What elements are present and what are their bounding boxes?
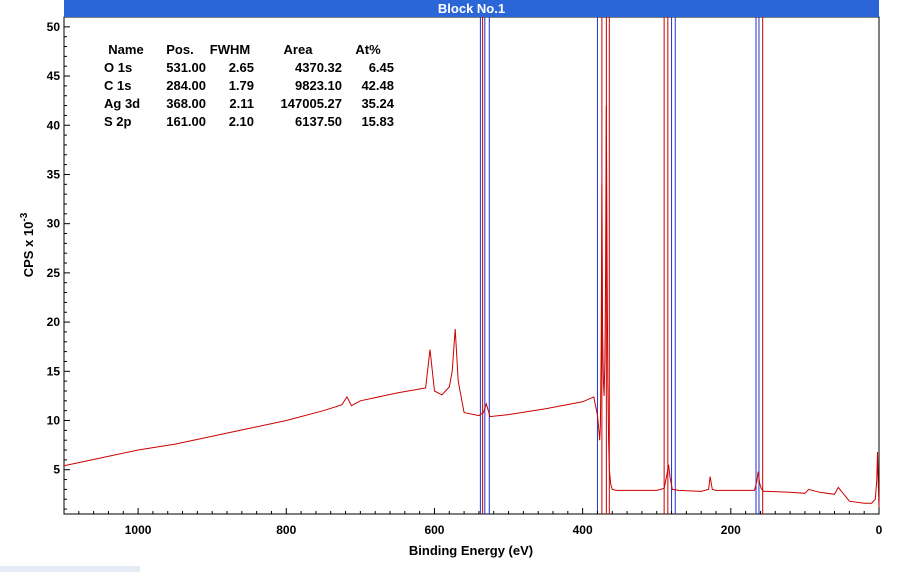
x-tick-label: 200: [721, 523, 741, 537]
cell-area: 4370.32: [295, 60, 342, 75]
cell-at: 42.48: [361, 78, 394, 93]
cell-fwhm: 1.79: [228, 78, 254, 93]
x-axis-title: Binding Energy (eV): [409, 543, 533, 558]
cell-fwhm: 2.65: [228, 60, 254, 75]
cell-pos: 161.00: [166, 114, 206, 129]
cell-pos: 284.00: [166, 78, 206, 93]
y-tick-label: 30: [47, 217, 61, 231]
cell-at: 35.24: [361, 96, 394, 111]
header-name: Name: [108, 42, 144, 57]
y-tick-label: 50: [47, 20, 61, 34]
y-tick-label: 45: [47, 69, 61, 83]
y-axis-title-base: CPS x 10: [21, 222, 36, 278]
y-tick-label: 10: [47, 414, 61, 428]
cell-name: S 2p: [104, 114, 132, 129]
cell-name: Ag 3d: [104, 96, 141, 111]
y-tick-label: 35: [47, 167, 61, 181]
quantification-table: Name Pos. FWHM Area At% O 1s 531.00 2.65…: [98, 41, 394, 131]
header-fwhm: FWHM: [209, 42, 251, 57]
cell-area: 6137.50: [295, 114, 342, 129]
cell-at: 15.83: [361, 114, 394, 129]
cell-at: 6.45: [368, 60, 394, 75]
plot-frame: [63, 16, 880, 515]
cell-pos: 531.00: [166, 60, 206, 75]
cell-name: C 1s: [104, 78, 132, 93]
cell-fwhm: 2.10: [228, 114, 254, 129]
quant-table-header-row: Name Pos. FWHM Area At%: [98, 41, 394, 59]
y-tick-label: 15: [47, 364, 61, 378]
x-tick-label: 600: [424, 523, 444, 537]
header-pos: Pos.: [166, 42, 194, 57]
table-row: C 1s 284.00 1.79 9823.10 42.48: [98, 77, 394, 95]
y-tick-label: 5: [53, 463, 60, 477]
table-row: O 1s 531.00 2.65 4370.32 6.45: [98, 59, 394, 77]
cell-area: 9823.10: [295, 78, 342, 93]
y-axis: 5 10 15 20 25 30 35 40 45 50: [47, 20, 70, 510]
x-tick-label: 1000: [125, 523, 152, 537]
x-tick-label: 400: [573, 523, 593, 537]
y-axis-title-exponent: -3: [19, 212, 30, 221]
x-tick-label: 0: [876, 523, 883, 537]
cell-area: 147005.27: [280, 96, 342, 111]
table-row: S 2p 161.00 2.10 6137.50 15.83: [98, 113, 394, 131]
spectrum-layer: [63, 105, 880, 508]
spectrum-series-line: [63, 105, 880, 508]
x-tick-label: 800: [276, 523, 296, 537]
y-tick-label: 25: [47, 266, 61, 280]
header-area: Area: [283, 42, 313, 57]
table-row: Ag 3d 368.00 2.11 147005.27 35.24: [98, 95, 394, 113]
y-tick-label: 40: [47, 118, 61, 132]
y-tick-label: 20: [47, 315, 61, 329]
cell-pos: 368.00: [166, 96, 206, 111]
cell-name: O 1s: [104, 60, 133, 75]
x-axis: 1000 800 600 400 200 0: [63, 508, 883, 537]
scrollbar-track[interactable]: [0, 566, 140, 572]
y-axis-title: CPS x 10-3: [19, 212, 36, 277]
cell-fwhm: 2.11: [229, 96, 254, 111]
header-at: At%: [355, 42, 381, 57]
region-marker-lines: [479, 17, 764, 514]
chart-title: Block No.1: [64, 0, 879, 17]
